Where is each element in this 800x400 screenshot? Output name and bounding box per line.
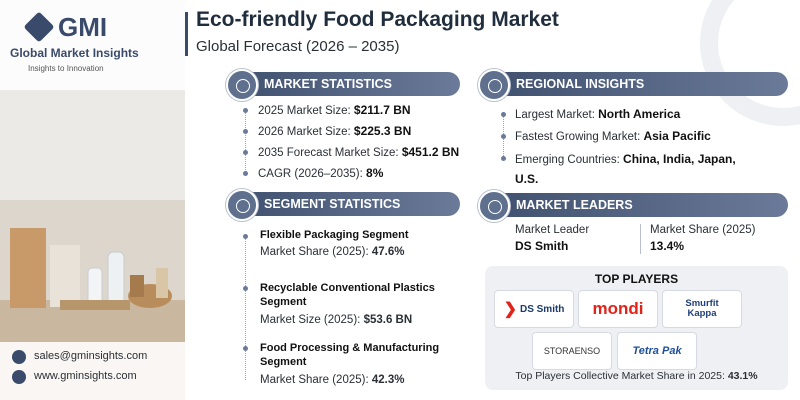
connector [245, 112, 246, 176]
stat: 2035 Forecast Market Size: $451.2 BN [258, 145, 459, 159]
segment-name: Recyclable Conventional Plastics Segment [260, 282, 435, 308]
value: $225.3 BN [353, 124, 412, 138]
section-heading: MARKET LEADERS [482, 193, 788, 217]
label: Market Share (2025): [260, 374, 369, 386]
section-icon [478, 190, 510, 222]
player-logo: Tetra Pak [617, 332, 697, 370]
stat: 2026 Market Size: $225.3 BN [258, 124, 411, 138]
label: Market Share (2025): [260, 246, 369, 258]
value: $451.2 BN [401, 145, 460, 159]
player-name: DS Smith [519, 303, 565, 315]
label: 2035 Forecast Market Size: [258, 147, 399, 159]
insight: Emerging Countries: China, India, Japan,… [515, 150, 745, 190]
value: $53.6 BN [363, 314, 413, 326]
subtitle: Global Forecast (2026 – 2035) [196, 38, 400, 55]
player-logo: ❯ DS Smith [494, 290, 574, 328]
bullet [243, 108, 248, 113]
website: www.gminsights.com [34, 370, 137, 382]
player-logo: STORAENSO [532, 332, 612, 370]
web-icon [12, 370, 26, 384]
leader-label: Market Leader [515, 224, 590, 236]
label: Top Players Collective Market Share in 2… [515, 370, 725, 382]
value: 43.1% [727, 370, 758, 382]
value: Asia Pacific [643, 129, 711, 143]
title-bar [185, 12, 188, 56]
section-icon [226, 69, 258, 101]
segment: Food Processing & Manufacturing Segment … [260, 341, 450, 386]
bullet [243, 129, 248, 134]
label: CAGR (2026–2035): [258, 168, 363, 180]
player-name: STORAENSO [543, 346, 601, 356]
logo-name: Global Market Insights [10, 46, 139, 60]
value: 8% [366, 166, 384, 180]
player-name: Smurfit Kappa [685, 298, 719, 319]
value: $211.7 BN [353, 103, 411, 117]
player-logo: mondi [578, 290, 658, 328]
logo-area [0, 0, 185, 90]
bullet [243, 346, 248, 351]
email-icon [12, 350, 26, 364]
segment-name: Flexible Packaging Segment [260, 229, 409, 241]
segment-name: Food Processing & Manufacturing Segment [260, 342, 440, 368]
player-name: mondi [592, 299, 644, 318]
label: Fastest Growing Market: [515, 131, 641, 143]
section-icon [226, 189, 258, 221]
value: China, India, Japan, U.S. [515, 152, 736, 186]
segment: Recyclable Conventional Plastics Segment… [260, 281, 440, 326]
segment: Flexible Packaging Segment Market Share … [260, 229, 460, 258]
label: 2026 Market Size: [258, 126, 351, 138]
leader: DS Smith [515, 239, 569, 253]
value: 42.3% [371, 374, 405, 386]
bullet [501, 112, 506, 117]
email: sales@gminsights.com [34, 350, 148, 362]
logo-mark: GMI [58, 12, 108, 42]
decor [700, 0, 800, 126]
section-icon [478, 69, 510, 101]
logo-tagline: Insights to Innovation [28, 64, 104, 73]
share: 13.4% [650, 239, 685, 253]
label: Emerging Countries: [515, 154, 620, 166]
share-label: Market Share (2025) [650, 224, 756, 236]
bullet [501, 156, 506, 161]
bullet [243, 234, 248, 239]
bullet [243, 286, 248, 291]
connector [245, 236, 246, 380]
value: North America [598, 107, 681, 121]
top-players-footer: Top Players Collective Market Share in 2… [485, 370, 788, 382]
divider [640, 224, 641, 254]
bullet [243, 150, 248, 155]
contact-area [0, 342, 185, 400]
insight: Fastest Growing Market: Asia Pacific [515, 129, 711, 143]
section-heading: MARKET STATISTICS [230, 72, 460, 96]
bullet [501, 134, 506, 139]
bullet [243, 171, 248, 176]
top-players-heading: TOP PLAYERS [594, 272, 679, 286]
stat: 2025 Market Size: $211.7 BN [258, 103, 411, 117]
section-heading: REGIONAL INSIGHTS [482, 72, 788, 96]
label: Market Size (2025): [260, 314, 361, 326]
title: Eco-friendly Food Packaging Market [196, 8, 559, 31]
player-logo: Smurfit Kappa [662, 290, 742, 328]
insight: Largest Market: North America [515, 107, 680, 121]
player-name: Tetra Pak [632, 345, 682, 357]
label: Largest Market: [515, 109, 595, 121]
label: 2025 Market Size: [258, 105, 351, 117]
value: 47.6% [371, 246, 405, 258]
stat: CAGR (2026–2035): 8% [258, 166, 383, 180]
section-heading: SEGMENT STATISTICS [230, 192, 460, 216]
